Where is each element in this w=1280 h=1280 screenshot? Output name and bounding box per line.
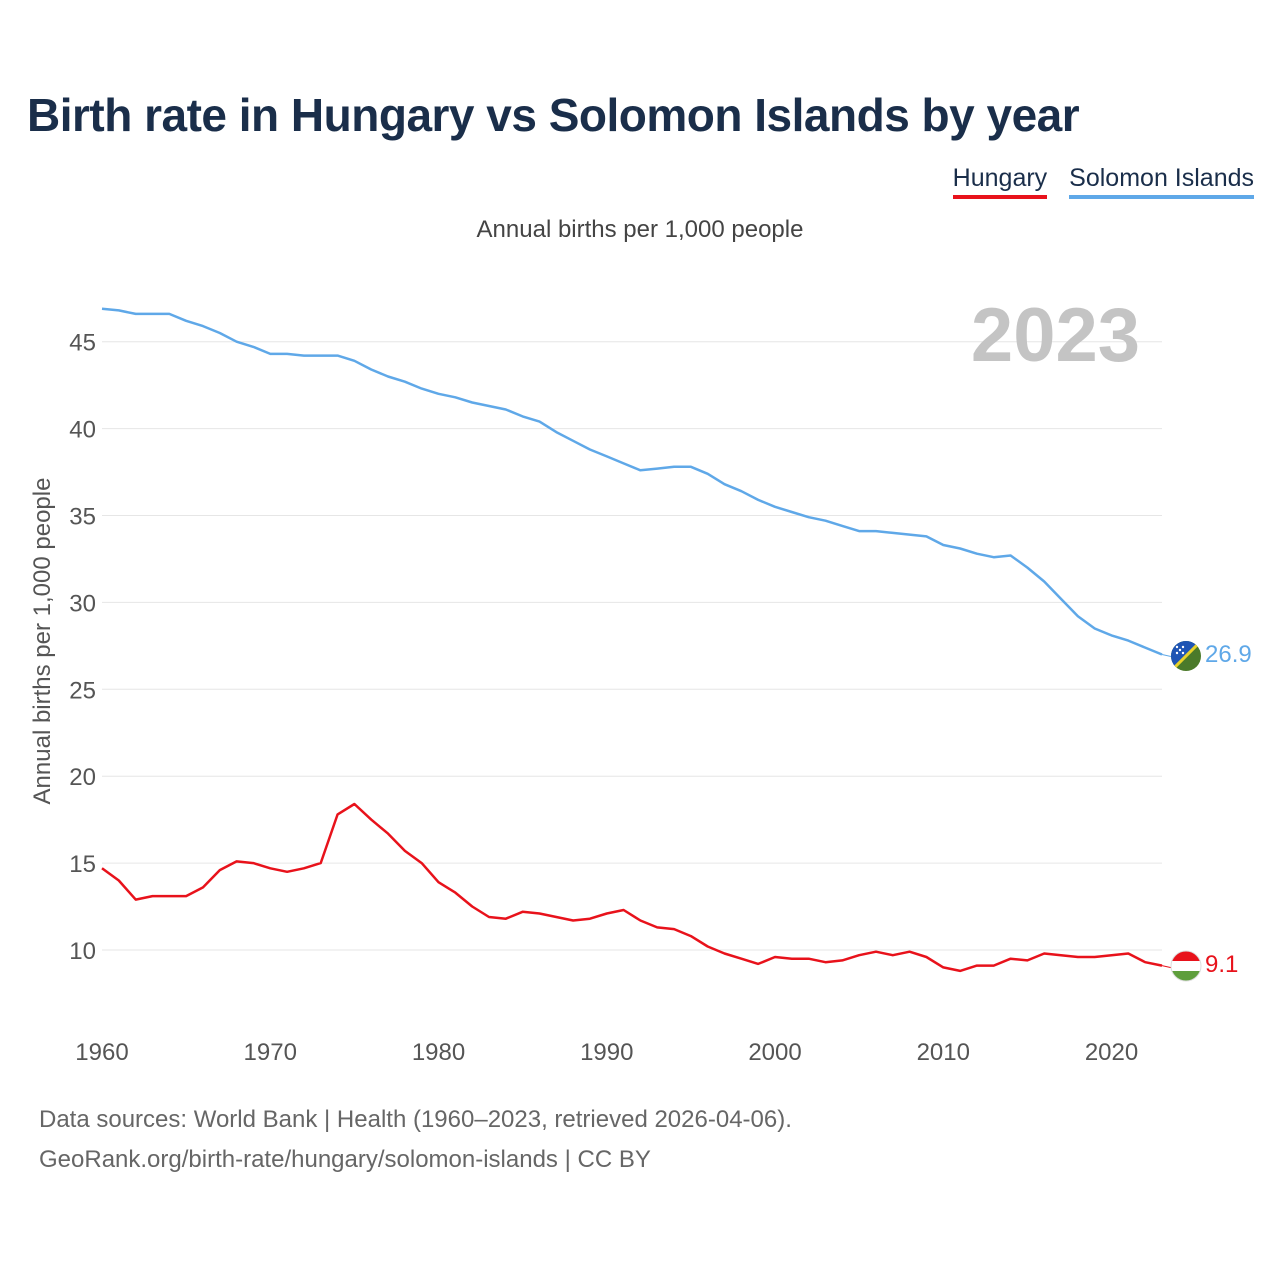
series-connector-hungary [1161,965,1172,969]
year-watermark: 2023 [971,293,1140,378]
legend: Hungary Solomon Islands [952,164,1254,199]
source-link[interactable]: GeoRank.org/birth-rate/hungary/solomon-i… [39,1146,651,1173]
x-axis-ticks: 1960 1970 1980 1990 2000 2010 2020 [75,1039,1138,1066]
y-tick-label-30: 30 [69,590,96,617]
line-chart: 10 15 20 25 30 35 40 45 1960 1970 1980 1990 2000 201… [29,293,1252,1066]
x-tick-label-1980: 1980 [412,1039,465,1066]
solomon-islands-flag-icon [1171,641,1201,671]
y-tick-label-40: 40 [69,417,96,444]
series-lines [101,307,1172,973]
y-tick-label-45: 45 [69,330,96,357]
series-line-solomon-islands [101,307,1163,656]
x-tick-label-2000: 2000 [748,1039,801,1066]
y-tick-label-10: 10 [69,938,96,965]
y-tick-label-35: 35 [69,504,96,531]
y-tick-label-25: 25 [69,677,96,704]
y-tick-label-20: 20 [69,764,96,791]
y-axis-label: Annual births per 1,000 people [29,478,56,805]
legend-item-solomon-islands[interactable]: Solomon Islands [1069,164,1254,199]
legend-item-hungary[interactable]: Hungary [952,164,1048,199]
x-tick-label-1960: 1960 [75,1039,128,1066]
series-line-hungary [101,802,1163,973]
x-tick-label-2010: 2010 [917,1039,970,1066]
x-tick-label-1990: 1990 [580,1039,633,1066]
chart-title: Birth rate in Hungary vs Solomon Islands… [27,89,1080,141]
chart-subtitle: Annual births per 1,000 people [476,216,804,243]
y-tick-label-15: 15 [69,851,96,878]
x-tick-label-2020: 2020 [1085,1039,1138,1066]
y-axis-ticks: 10 15 20 25 30 35 40 45 [69,330,96,965]
solomon-islands-end-label: 26.9 [1205,641,1252,668]
series-connector-solomon-islands [1161,654,1172,658]
grid-lines [102,341,1162,951]
x-tick-label-1970: 1970 [244,1039,297,1066]
source-text: Data sources: World Bank | Health (1960–… [39,1106,792,1133]
hungary-end-label: 9.1 [1205,951,1238,978]
hungary-flag-icon [1170,950,1202,982]
